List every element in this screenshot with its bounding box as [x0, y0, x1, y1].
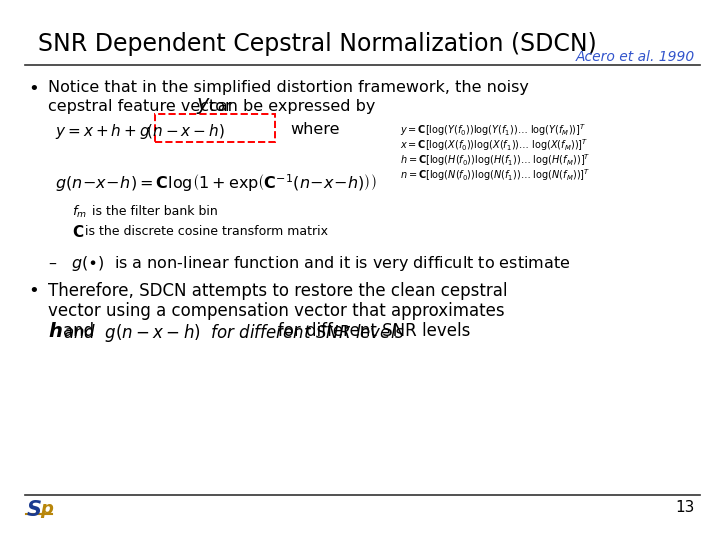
Text: p: p [40, 500, 53, 518]
Text: $y$: $y$ [196, 96, 211, 116]
Text: $x = \mathbf{C}[\log(X(f_0))\log(X(f_1))\ldots\ \log(X(f_M))]^T$: $x = \mathbf{C}[\log(X(f_0))\log(X(f_1))… [400, 137, 588, 153]
Text: is the filter bank bin: is the filter bank bin [92, 205, 217, 218]
Text: vector using a compensation vector that approximates: vector using a compensation vector that … [48, 302, 505, 320]
Text: where: where [290, 122, 340, 137]
Text: •: • [28, 80, 39, 98]
Text: is the discrete cosine transform matrix: is the discrete cosine transform matrix [85, 225, 328, 238]
Text: Notice that in the simplified distortion framework, the noisy: Notice that in the simplified distortion… [48, 80, 529, 95]
Text: $\mathbf{C}$: $\mathbf{C}$ [72, 224, 84, 240]
Text: and  $g(n-x-h)$  for different SNR levels: and $g(n-x-h)$ for different SNR levels [63, 322, 405, 344]
Text: SNR Dependent Cepstral Normalization (SDCN): SNR Dependent Cepstral Normalization (SD… [38, 32, 597, 56]
Text: $g(n\!-\!x\!-\!h) = \mathbf{C}\log\!\left(1 + \exp\!\left(\mathbf{C}^{-1}(n\!-\!: $g(n\!-\!x\!-\!h) = \mathbf{C}\log\!\lef… [55, 172, 377, 194]
Text: cepstral feature vector: cepstral feature vector [48, 99, 232, 114]
Text: Acero et al. 1990: Acero et al. 1990 [576, 50, 695, 64]
Text: and                                   for different SNR levels: and for different SNR levels [63, 322, 470, 340]
Text: S: S [27, 500, 42, 520]
Text: $y = x + h + g\!\left(n - x - h\right)$: $y = x + h + g\!\left(n - x - h\right)$ [55, 122, 225, 141]
Text: $y = \mathbf{C}[\log(Y(f_0))\log(Y(f_1))\ldots\ \log(Y(f_M))]^T$: $y = \mathbf{C}[\log(Y(f_0))\log(Y(f_1))… [400, 122, 586, 138]
Text: $n = \mathbf{C}[\log(N(f_0))\log(N(f_1))\ldots\ \log(N(f_M))]^T$: $n = \mathbf{C}[\log(N(f_0))\log(N(f_1))… [400, 167, 590, 183]
Text: $f_m$: $f_m$ [72, 204, 87, 220]
Text: 13: 13 [675, 500, 695, 515]
Text: $h = \mathbf{C}[\log(H(f_0))\log(H(f_1))\ldots\ \log(H(f_M))]^T$: $h = \mathbf{C}[\log(H(f_0))\log(H(f_1))… [400, 152, 590, 168]
Text: •: • [28, 282, 39, 300]
Text: Therefore, SDCN attempts to restore the clean cepstral: Therefore, SDCN attempts to restore the … [48, 282, 508, 300]
Text: $\boldsymbol{h}$: $\boldsymbol{h}$ [48, 322, 63, 341]
Text: can be expressed by: can be expressed by [209, 99, 375, 114]
Text: –   $g(\bullet)$  is a non-linear function and it is very difficult to estimate: – $g(\bullet)$ is a non-linear function … [48, 254, 570, 273]
